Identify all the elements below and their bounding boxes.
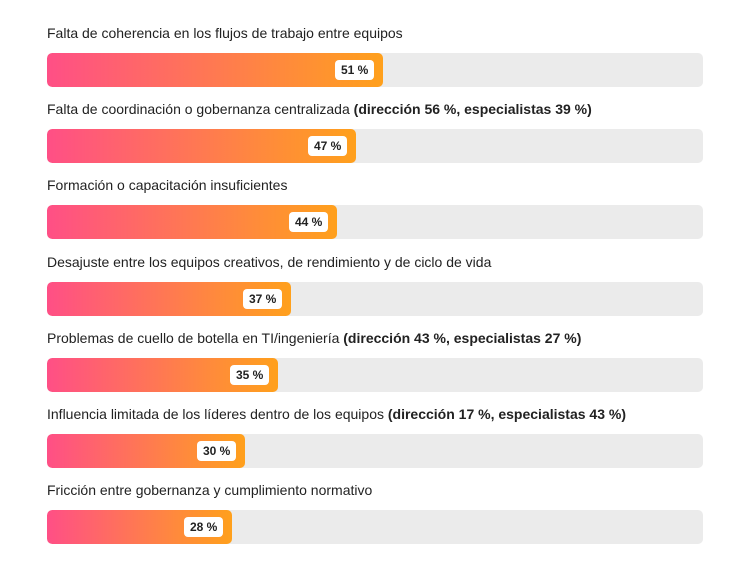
category-label: Formación o capacitación insuficientes (47, 176, 703, 194)
category-annotation: (dirección 17 %, especialistas 43 %) (387, 406, 626, 422)
value-label: 35 % (230, 364, 270, 385)
bar-track: 30 % (47, 434, 703, 468)
bar-fill (47, 205, 337, 240)
value-label: 30 % (197, 441, 237, 461)
category-label-text: Fricción entre gobernanza y cumplimiento… (47, 482, 373, 499)
category-label-text: Falta de coordinación o gobernanza centr… (47, 101, 350, 118)
bar-track: 47 % (47, 129, 703, 164)
category-label-text: Problemas de cuello de botella en TI/ing… (47, 329, 340, 346)
value-label: 51 % (335, 60, 375, 80)
category-label: Influencia limitada de los líderes dentr… (47, 405, 703, 423)
bar-track: 51 % (47, 53, 703, 87)
bar-row: Formación o capacitación insuficientes 44… (47, 176, 703, 240)
bar-row: Falta de coordinación o gobernanza centr… (47, 100, 703, 164)
bar-fill (47, 129, 356, 164)
category-label-text: Desajuste entre los equipos creativos, d… (47, 253, 492, 270)
category-label: Fricción entre gobernanza y cumplimiento… (47, 481, 703, 499)
category-label: Problemas de cuello de botella en TI/ing… (47, 329, 703, 347)
category-annotation: (dirección 56 %, especialistas 39 %) (353, 101, 592, 118)
category-annotation: (dirección 43 %, especialistas 27 %) (343, 329, 582, 346)
bar-row: Influencia limitada de los líderes dentr… (47, 405, 703, 468)
category-label-text: Formación o capacitación insuficientes (47, 177, 288, 194)
value-label: 47 % (308, 136, 348, 157)
value-label: 44 % (289, 212, 329, 233)
bar-track: 37 % (47, 281, 703, 316)
value-label: 28 % (184, 517, 224, 538)
bar-row: Falta de coherencia en los flujos de tra… (47, 24, 703, 87)
category-label-text: Falta de coherencia en los flujos de tra… (47, 25, 403, 41)
bar-row: Fricción entre gobernanza y cumplimiento… (47, 481, 703, 545)
category-label: Desajuste entre los equipos creativos, d… (47, 253, 703, 271)
bar-row: Problemas de cuello de botella en TI/ing… (47, 329, 703, 392)
bar-row: Desajuste entre los equipos creativos, d… (47, 253, 703, 316)
bar-track: 44 % (47, 205, 703, 240)
category-label-text: Influencia limitada de los líderes dentr… (47, 406, 384, 422)
bar-fill (47, 53, 383, 87)
category-label: Falta de coordinación o gobernanza centr… (47, 100, 703, 118)
bar-track: 28 % (47, 510, 703, 545)
value-label: 37 % (243, 288, 283, 309)
category-label: Falta de coherencia en los flujos de tra… (47, 24, 703, 42)
bar-track: 35 % (47, 357, 703, 392)
